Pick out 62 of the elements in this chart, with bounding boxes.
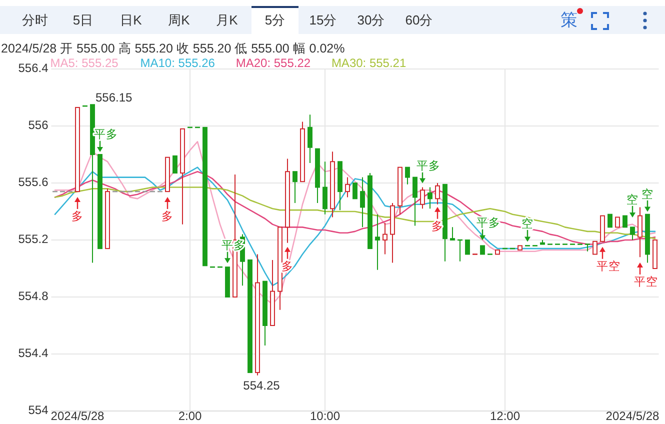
- text: 5日: [72, 12, 94, 28]
- data-label: 平空: [596, 258, 620, 273]
- candlestick: [622, 215, 628, 228]
- candlestick: [375, 214, 380, 270]
- text: 30分: [357, 12, 385, 28]
- y-tick-label: 554.4: [18, 346, 49, 360]
- text: MA30: 555.21: [331, 56, 406, 70]
- y-tick-label: 556.4: [18, 61, 49, 76]
- data-label: 平多: [416, 159, 440, 172]
- candlestick: [615, 216, 620, 228]
- data-label: 空: [522, 216, 534, 231]
- candlestick: [638, 206, 642, 258]
- candlestick: [608, 214, 612, 228]
- text: 策: [560, 10, 578, 30]
- y-tick-label: 555.2: [18, 232, 49, 246]
- x-tick-label: 2:00: [178, 409, 202, 424]
- candlestick: [345, 176, 350, 198]
- line-series: [54, 141, 656, 305]
- data-label: 多: [432, 220, 444, 233]
- text: 60分: [405, 12, 433, 28]
- text: 日K: [120, 12, 142, 28]
- candlestick: [360, 176, 365, 228]
- candlestick: [352, 182, 358, 200]
- candlestick: [308, 114, 312, 164]
- candlestick: [172, 155, 178, 174]
- x-tick-label: 12:00: [490, 409, 520, 424]
- text: MA20: 555.22: [236, 56, 311, 70]
- candlestick: [405, 166, 410, 185]
- x-tick-label: 2024/5/28: [50, 409, 105, 424]
- data-label: 多: [162, 210, 174, 223]
- candlestick: [292, 171, 298, 204]
- y-tick-label: 556: [28, 118, 49, 132]
- candlestick: [420, 186, 425, 210]
- text: 分时: [22, 12, 48, 28]
- text: 5分: [264, 12, 286, 28]
- candlestick: [412, 176, 418, 226]
- text: 556.15: [96, 90, 132, 105]
- text: 2024/5/28 开 555.00 高 555.20 收 555.20 低 555.00 幅 0.02%: [1, 40, 345, 56]
- y-tick-label: 554: [28, 403, 49, 418]
- candlestick: [322, 161, 328, 215]
- y-tick-label: 554.8: [18, 289, 49, 304]
- data-label: 平空: [634, 274, 658, 288]
- y-tick-label: 555.6: [18, 175, 49, 190]
- data-label: 空: [642, 186, 654, 201]
- candlestick: [435, 182, 440, 205]
- candlestick: [450, 226, 455, 240]
- data-label: 多: [72, 210, 84, 223]
- candlestick: [592, 240, 598, 255]
- text: MA10: 555.26: [140, 56, 216, 70]
- text: 554.25: [243, 378, 280, 392]
- text: 月K: [216, 12, 238, 28]
- x-tick-label: 10:00: [310, 409, 340, 424]
- text: 周K: [168, 12, 190, 28]
- text: MA5: 555.25: [50, 56, 119, 70]
- line-series: [54, 186, 656, 240]
- candlestick: [382, 222, 388, 255]
- candlestick: [428, 186, 432, 210]
- candlestick: [630, 226, 635, 240]
- data-label: 空: [626, 192, 638, 206]
- candlestick: [465, 240, 470, 255]
- text: 15分: [309, 12, 337, 28]
- x-tick-label: 2024/5/28: [606, 409, 660, 424]
